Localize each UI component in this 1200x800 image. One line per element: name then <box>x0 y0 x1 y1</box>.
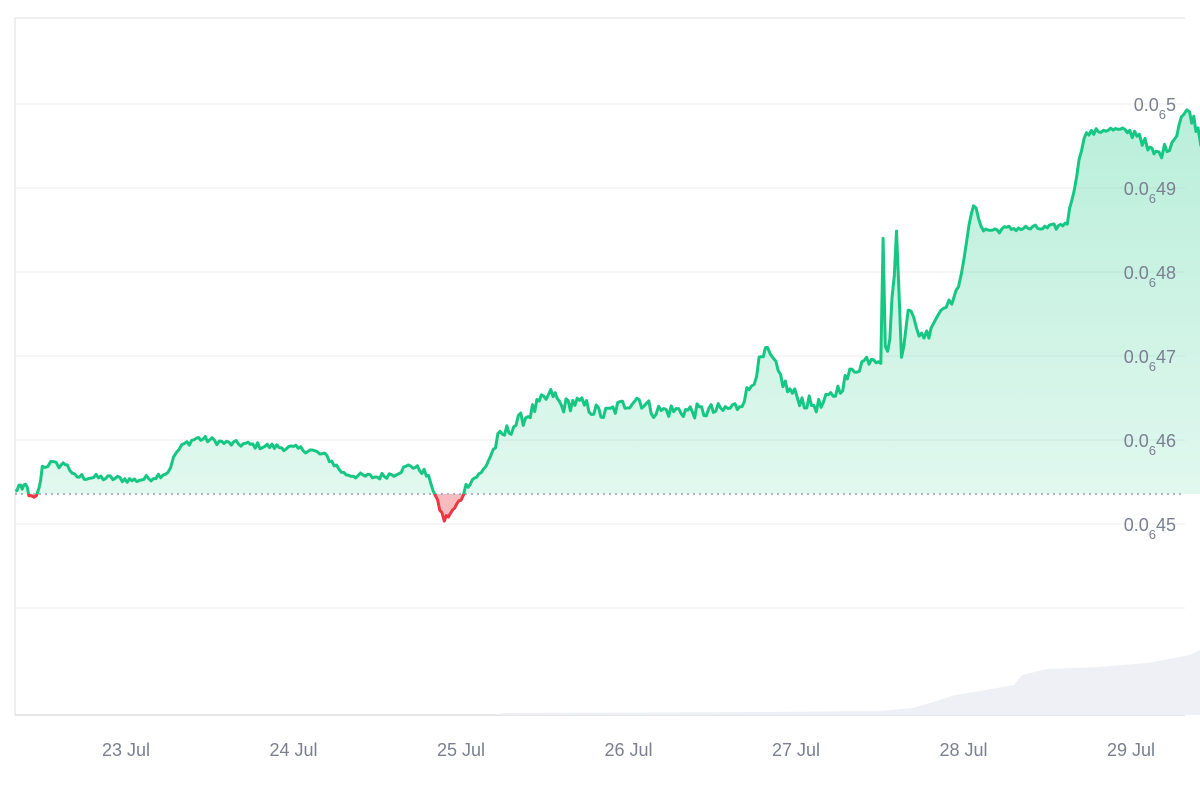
y-tick-label: 0.0649 <box>1124 179 1176 206</box>
y-tick-label: 0.0646 <box>1124 431 1176 458</box>
y-tick-label: 0.065 <box>1134 95 1176 122</box>
y-tick-label: 0.0647 <box>1124 347 1176 374</box>
price-line-above-baseline <box>14 108 1200 494</box>
x-tick-label: 29 Jul <box>1107 740 1155 760</box>
y-tick-label: 0.0648 <box>1124 263 1176 290</box>
volume-area <box>15 650 1200 715</box>
x-tick-label: 24 Jul <box>269 740 317 760</box>
x-tick-label: 23 Jul <box>102 740 150 760</box>
y-tick-label: 0.0645 <box>1124 515 1176 542</box>
x-tick-label: 28 Jul <box>939 740 987 760</box>
price-area-above-baseline <box>15 109 1200 494</box>
x-tick-label: 26 Jul <box>604 740 652 760</box>
x-tick-label: 27 Jul <box>772 740 820 760</box>
x-axis-ticks: 23 Jul 24 Jul 25 Jul 26 Jul 27 Jul 28 Jul 29 J… <box>102 740 1155 760</box>
y-axis-ticks: 0.0645 0.0646 0.0647 0.0648 0.0649 0.065 <box>1124 95 1176 542</box>
x-tick-label: 25 Jul <box>437 740 485 760</box>
